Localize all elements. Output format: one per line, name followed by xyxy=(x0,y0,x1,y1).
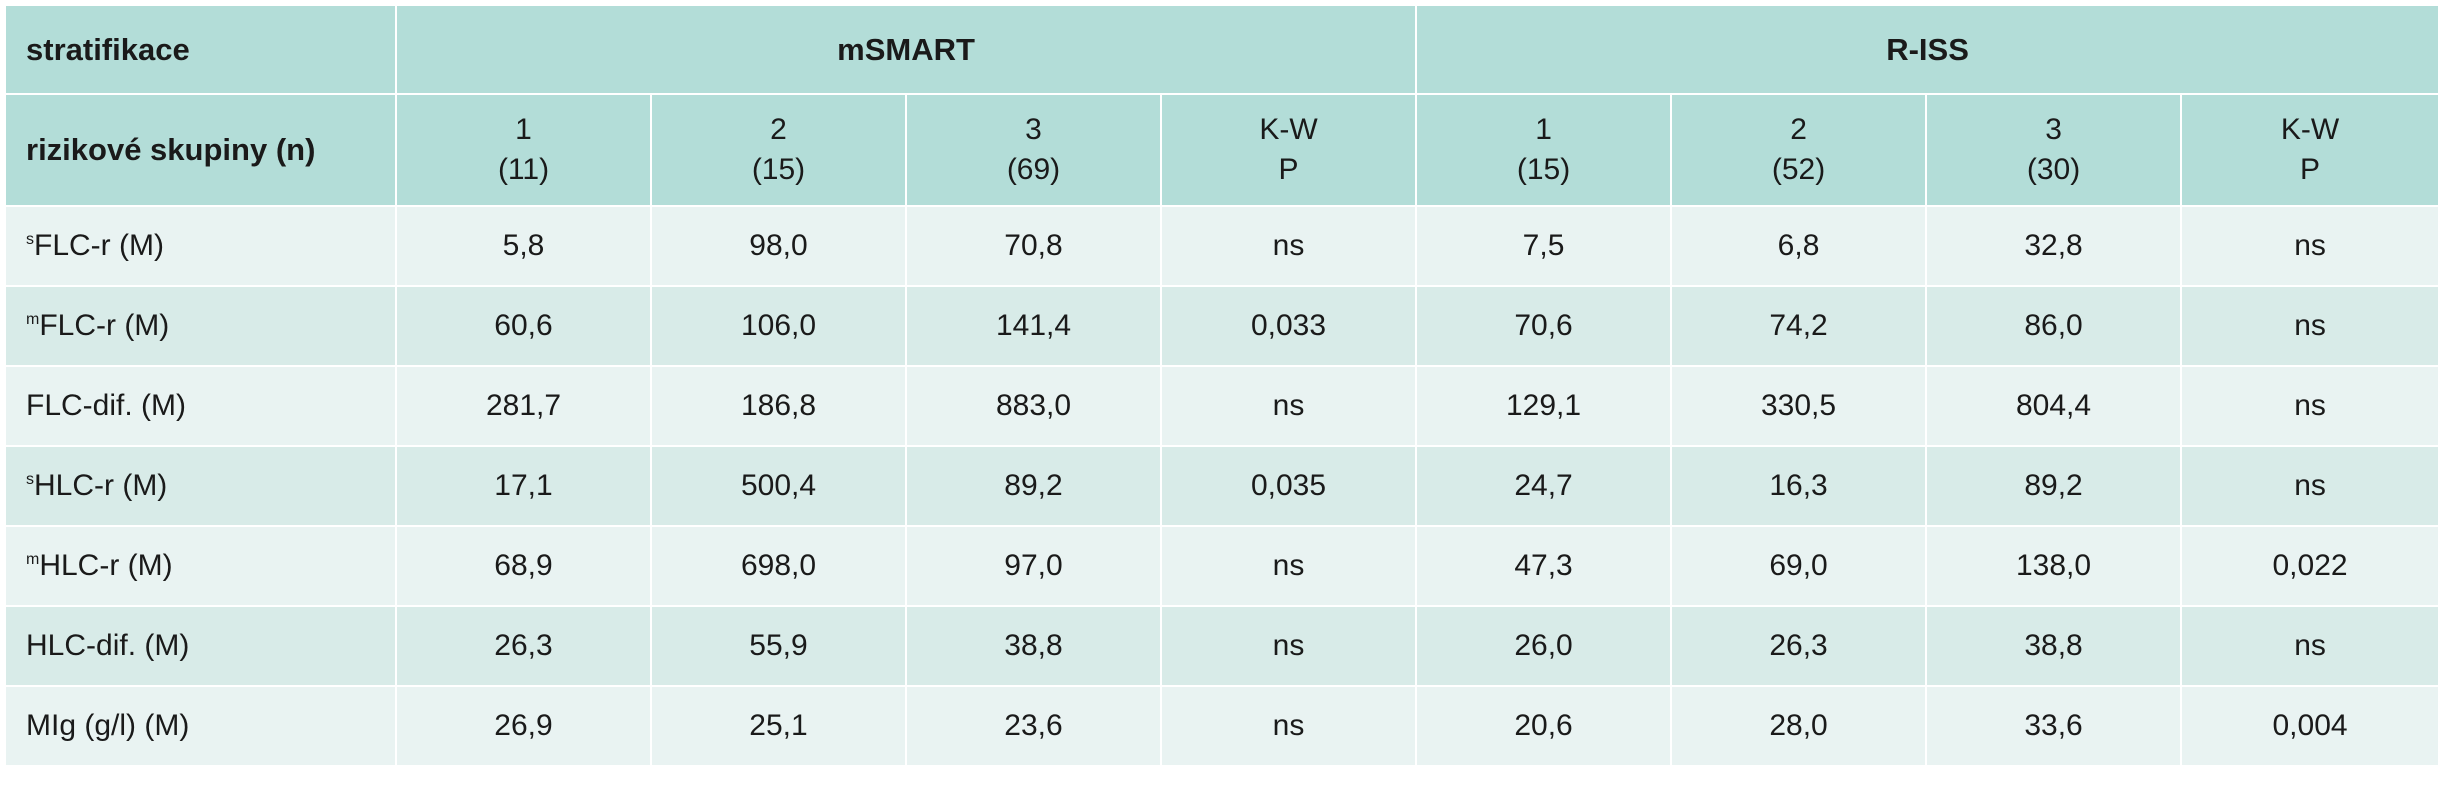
table-cell: 89,2 xyxy=(906,446,1162,527)
table-cell: 74,2 xyxy=(1671,286,1928,367)
table-cell: 32,8 xyxy=(1926,206,2183,287)
riss-col-2: 2 (52) xyxy=(1671,94,1928,207)
table-cell: 47,3 xyxy=(1416,526,1673,607)
table-cell: 70,8 xyxy=(906,206,1162,287)
table-cell: 26,0 xyxy=(1416,606,1673,687)
table-cell: 500,4 xyxy=(651,446,907,527)
riss-col-3: 3 (30) xyxy=(1926,94,2183,207)
msmart-group-header: mSMART xyxy=(396,6,1418,95)
riss-col-1: 1 (15) xyxy=(1416,94,1673,207)
table-cell: 0,033 xyxy=(1161,286,1418,367)
table-cell: 804,4 xyxy=(1926,366,2183,447)
table-cell: 7,5 xyxy=(1416,206,1673,287)
row-label: MIg (g/l) (M) xyxy=(6,686,397,767)
table-cell: 883,0 xyxy=(906,366,1162,447)
riss-group-header: R-ISS xyxy=(1416,6,2439,95)
table-cell: 55,9 xyxy=(651,606,907,687)
table-cell: 25,1 xyxy=(651,686,907,767)
table-cell: 86,0 xyxy=(1926,286,2183,367)
table-cell: 16,3 xyxy=(1671,446,1928,527)
table-row: MIg (g/l) (M) 26,9 25,1 23,6 ns 20,6 28,… xyxy=(6,686,2439,767)
table-cell: ns xyxy=(2181,606,2439,687)
table-cell: 69,0 xyxy=(1671,526,1928,607)
table-cell: 38,8 xyxy=(906,606,1162,687)
table-cell: 26,3 xyxy=(1671,606,1928,687)
table-cell: 330,5 xyxy=(1671,366,1928,447)
table-cell: 38,8 xyxy=(1926,606,2183,687)
table-row: sHLC-r (M) 17,1 500,4 89,2 0,035 24,7 16… xyxy=(6,446,2439,527)
table-cell: 698,0 xyxy=(651,526,907,607)
table-cell: 0,004 xyxy=(2181,686,2439,767)
table-cell: 20,6 xyxy=(1416,686,1673,767)
table-cell: 0,035 xyxy=(1161,446,1418,527)
table-cell: ns xyxy=(2181,286,2439,367)
table-cell: 70,6 xyxy=(1416,286,1673,367)
table-row: mFLC-r (M) 60,6 106,0 141,4 0,033 70,6 7… xyxy=(6,286,2439,367)
data-table-container: stratifikace mSMART R-ISS rizikové skupi… xyxy=(6,6,2439,767)
row-label: mFLC-r (M) xyxy=(6,286,397,367)
table-cell: 186,8 xyxy=(651,366,907,447)
table-cell: ns xyxy=(1161,526,1418,607)
table-cell: ns xyxy=(1161,206,1418,287)
table-cell: 23,6 xyxy=(906,686,1162,767)
table-cell: 33,6 xyxy=(1926,686,2183,767)
row-label: sHLC-r (M) xyxy=(6,446,397,527)
row-label: FLC-dif. (M) xyxy=(6,366,397,447)
table-cell: 106,0 xyxy=(651,286,907,367)
table-cell: 26,9 xyxy=(396,686,652,767)
table-cell: ns xyxy=(2181,366,2439,447)
table-cell: 89,2 xyxy=(1926,446,2183,527)
table-cell: 5,8 xyxy=(396,206,652,287)
table-cell: 129,1 xyxy=(1416,366,1673,447)
row-label: mHLC-r (M) xyxy=(6,526,397,607)
msmart-col-2: 2 (15) xyxy=(651,94,907,207)
table-cell: ns xyxy=(2181,446,2439,527)
table-row: FLC-dif. (M) 281,7 186,8 883,0 ns 129,1 … xyxy=(6,366,2439,447)
table-cell: 281,7 xyxy=(396,366,652,447)
risk-groups-header: rizikové skupiny (n) xyxy=(6,94,397,207)
risk-stratification-table: stratifikace mSMART R-ISS rizikové skupi… xyxy=(6,6,2439,767)
table-cell: ns xyxy=(2181,206,2439,287)
row-label: sFLC-r (M) xyxy=(6,206,397,287)
riss-col-kw: K-W P xyxy=(2181,94,2439,207)
msmart-col-1: 1 (11) xyxy=(396,94,652,207)
stratification-header: stratifikace xyxy=(6,6,397,95)
table-cell: 141,4 xyxy=(906,286,1162,367)
table-cell: 60,6 xyxy=(396,286,652,367)
msmart-col-3: 3 (69) xyxy=(906,94,1162,207)
table-cell: 138,0 xyxy=(1926,526,2183,607)
table-cell: 97,0 xyxy=(906,526,1162,607)
table-cell: ns xyxy=(1161,686,1418,767)
table-cell: ns xyxy=(1161,366,1418,447)
table-row: HLC-dif. (M) 26,3 55,9 38,8 ns 26,0 26,3… xyxy=(6,606,2439,687)
table-cell: 6,8 xyxy=(1671,206,1928,287)
row-label: HLC-dif. (M) xyxy=(6,606,397,687)
table-cell: 98,0 xyxy=(651,206,907,287)
msmart-col-kw: K-W P xyxy=(1161,94,1418,207)
table-cell: 26,3 xyxy=(396,606,652,687)
table-cell: 24,7 xyxy=(1416,446,1673,527)
table-cell: 0,022 xyxy=(2181,526,2439,607)
table-cell: ns xyxy=(1161,606,1418,687)
table-cell: 28,0 xyxy=(1671,686,1928,767)
table-row: mHLC-r (M) 68,9 698,0 97,0 ns 47,3 69,0 … xyxy=(6,526,2439,607)
table-cell: 68,9 xyxy=(396,526,652,607)
table-row: sFLC-r (M) 5,8 98,0 70,8 ns 7,5 6,8 32,8… xyxy=(6,206,2439,287)
table-cell: 17,1 xyxy=(396,446,652,527)
